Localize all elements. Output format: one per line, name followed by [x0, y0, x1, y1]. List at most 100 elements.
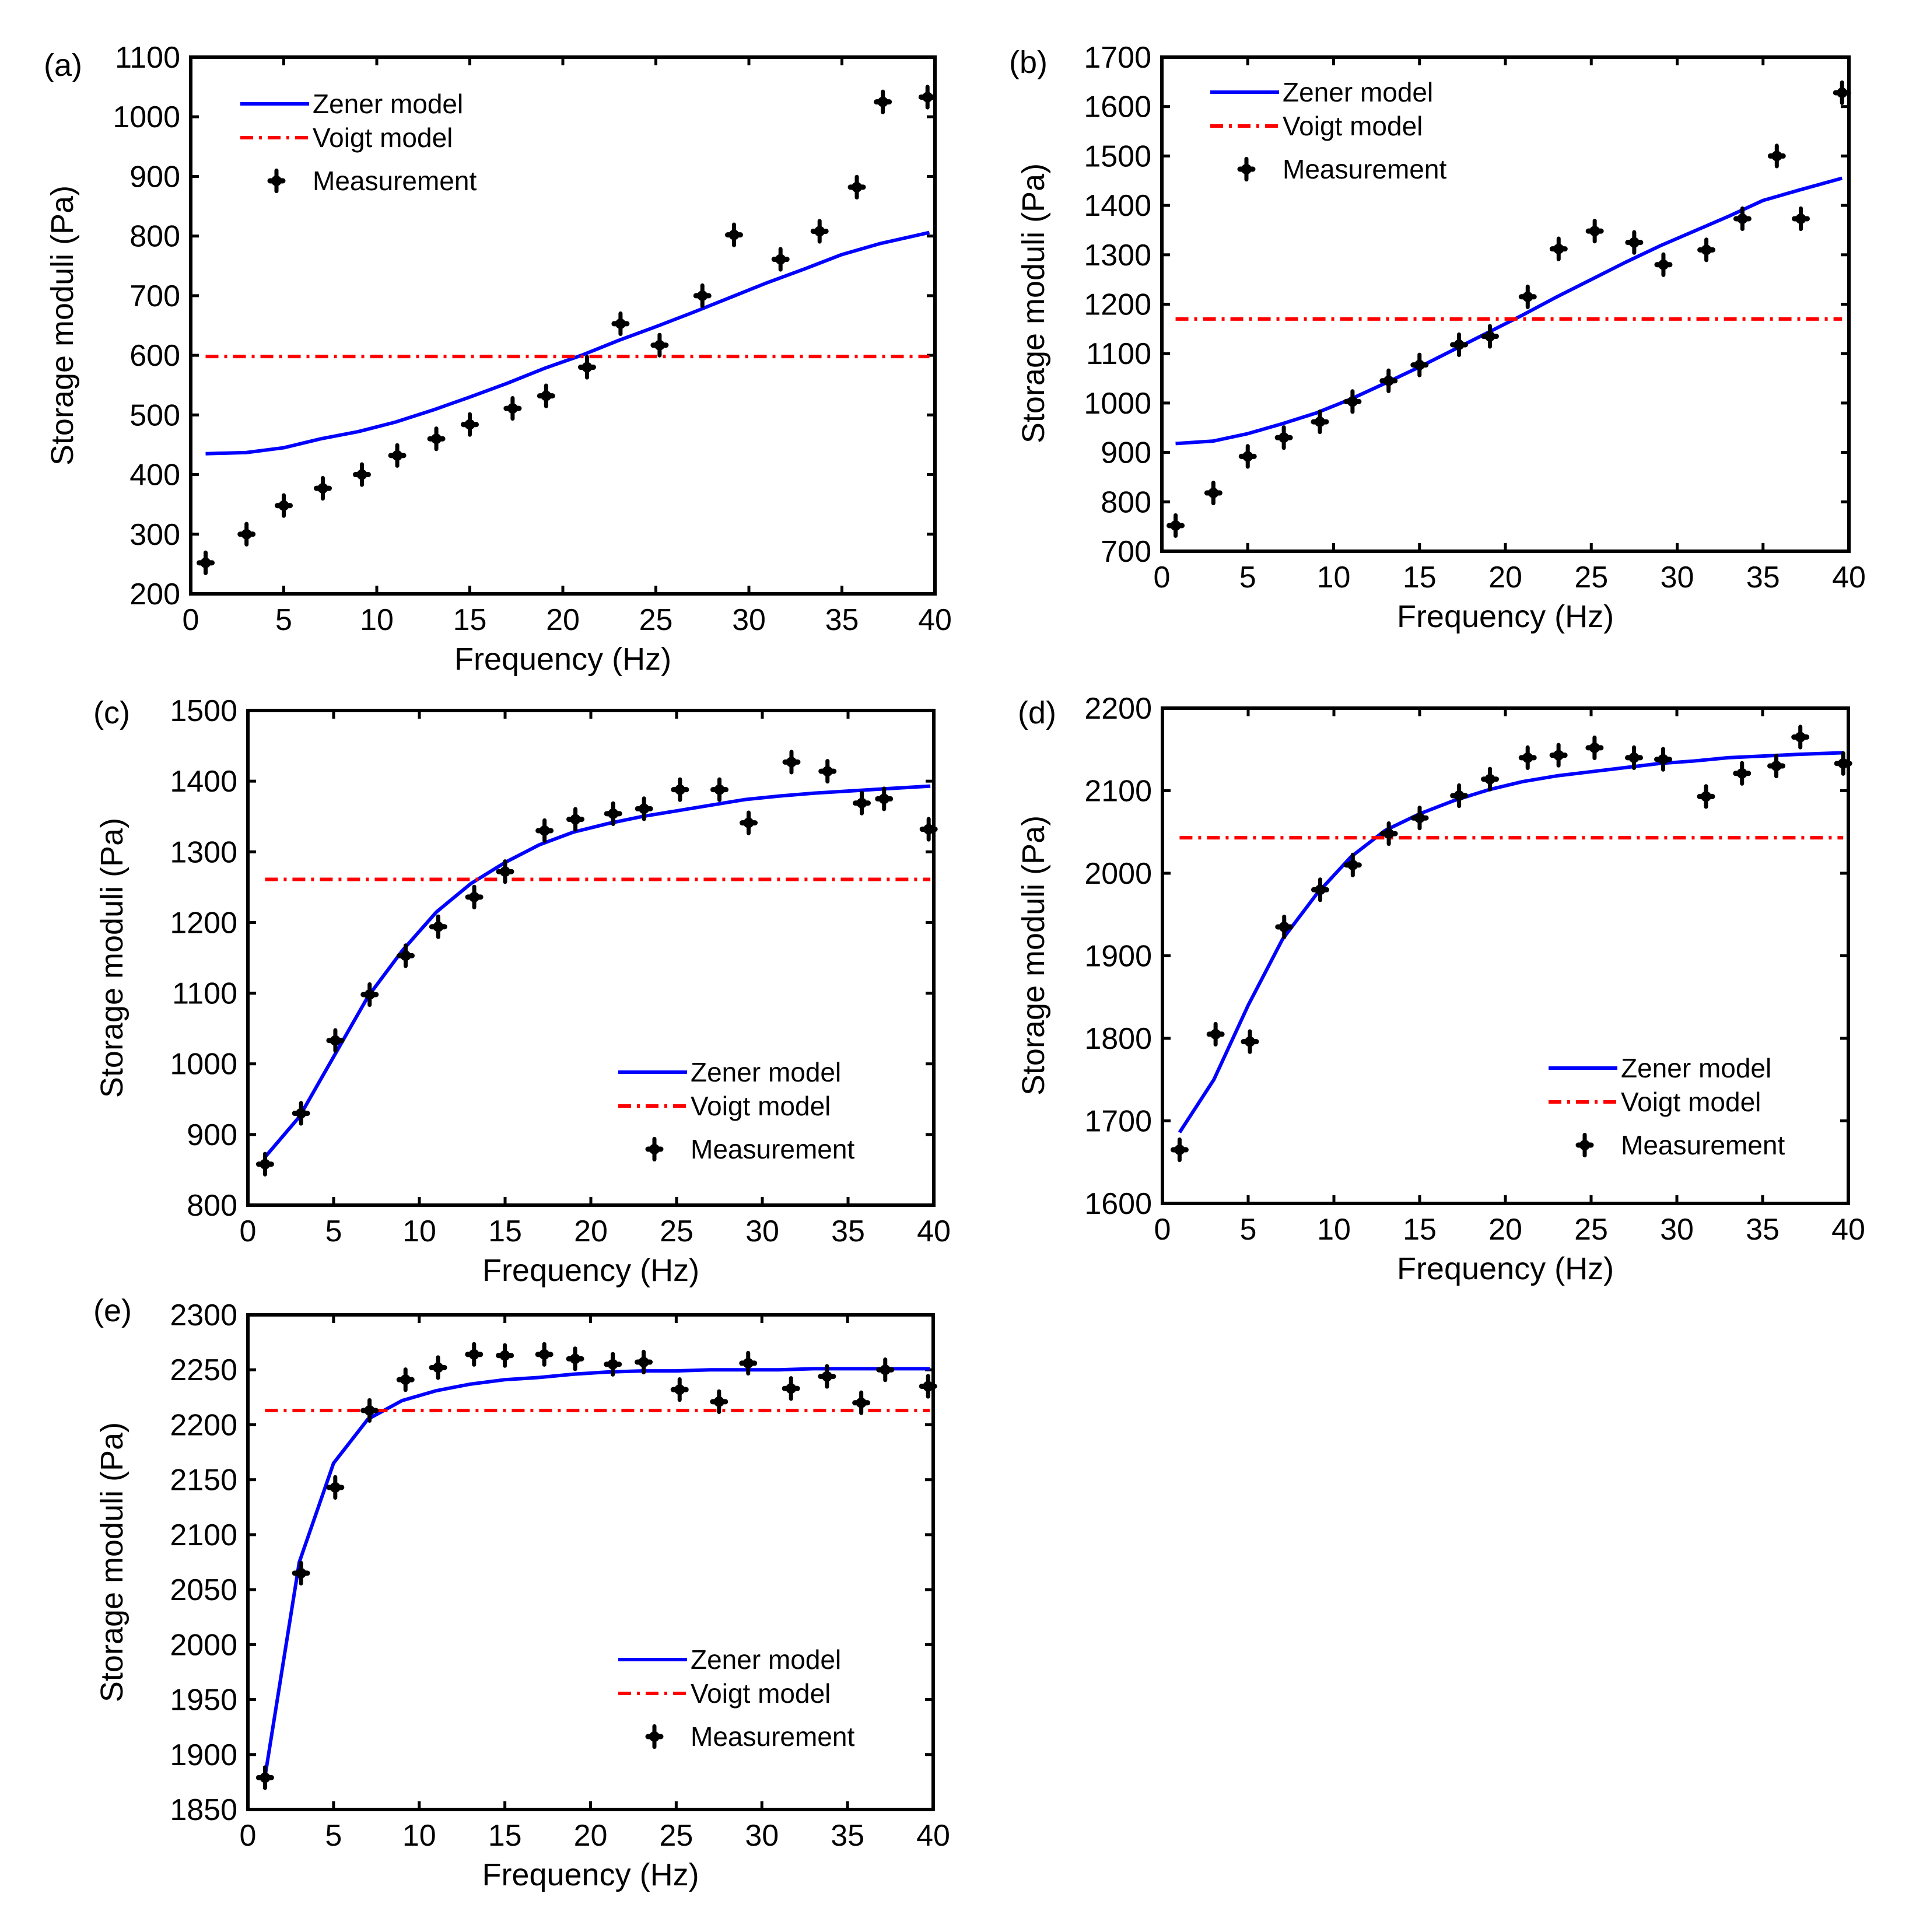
measurement-point	[1311, 877, 1329, 902]
measurement-point	[396, 943, 415, 968]
measurement-point	[604, 1352, 622, 1377]
measurement-point	[919, 817, 938, 842]
x-tick-label: 15	[1403, 561, 1437, 594]
x-tick-label: 30	[732, 603, 766, 637]
measurement-point	[1343, 852, 1362, 877]
measurement-point	[635, 796, 653, 821]
measurement-point	[1833, 80, 1851, 106]
measurement-point	[1767, 753, 1786, 779]
measurement-point	[1311, 409, 1329, 435]
y-tick-label: 2200	[1084, 692, 1152, 726]
x-tick-label: 35	[1746, 1213, 1780, 1247]
y-tick-label: 1200	[170, 906, 237, 940]
measurement-point	[1480, 324, 1499, 349]
measurement-point	[710, 777, 728, 802]
x-tick-label: 20	[574, 1819, 608, 1853]
y-tick-label: 700	[1101, 535, 1151, 569]
plot-frame	[246, 709, 936, 1207]
legend-measurement-label: Measurement	[691, 1134, 854, 1164]
measurement-point	[429, 1355, 447, 1380]
y-tick-label: 800	[129, 220, 180, 254]
x-tick-label: 20	[1488, 561, 1522, 594]
measurement-point	[919, 1374, 937, 1399]
legend-measurement-marker	[645, 1724, 664, 1749]
measurement-point	[360, 1398, 379, 1423]
measurement-point	[1275, 914, 1294, 940]
x-axis-label: Frequency (Hz)	[1397, 1251, 1614, 1286]
legend-voigt-label: Voigt model	[1621, 1087, 1761, 1117]
y-tick-label: 1950	[170, 1684, 237, 1717]
measurement-point	[1585, 735, 1604, 761]
measurement-point	[876, 1357, 895, 1382]
y-tick-label: 1900	[1084, 940, 1152, 974]
x-tick-label: 35	[825, 603, 859, 637]
legend-measurement-label: Measurement	[1621, 1130, 1785, 1160]
measurement-point	[710, 1389, 728, 1414]
y-tick-label: 1200	[1084, 288, 1151, 322]
y-tick-label: 600	[129, 339, 180, 373]
measurement-point	[197, 550, 215, 575]
y-axis-label: Storage moduli (Pa)	[1016, 816, 1051, 1096]
measurement-point	[496, 859, 514, 884]
y-tick-label: 300	[129, 518, 180, 552]
y-tick-label: 2000	[170, 1628, 237, 1662]
y-tick-label: 1400	[170, 765, 237, 799]
panel-label: (b)	[1009, 45, 1048, 80]
measurement-point	[670, 1377, 689, 1402]
x-tick-label: 40	[917, 1214, 951, 1248]
y-tick-label: 1500	[1084, 139, 1151, 173]
measurement-point	[1654, 747, 1672, 772]
y-tick-label: 1100	[115, 41, 180, 75]
measurement-point	[1450, 783, 1469, 808]
measurement-point	[255, 1765, 274, 1790]
measurement-series	[1170, 724, 1852, 1163]
plot-frame	[1160, 55, 1851, 553]
x-tick-label: 5	[275, 603, 292, 637]
legend-measurement-marker	[1575, 1132, 1594, 1158]
panel-label: (e)	[93, 1293, 132, 1328]
legend-measurement-label: Measurement	[1283, 154, 1446, 184]
y-tick-label: 1600	[1084, 90, 1151, 124]
measurement-point	[313, 475, 332, 501]
x-tick-label: 40	[1832, 561, 1866, 594]
legend-voigt-label: Voigt model	[313, 123, 453, 153]
measurement-series	[255, 750, 938, 1177]
x-tick-label: 30	[1660, 1213, 1694, 1247]
x-tick-label: 25	[639, 603, 673, 637]
measurement-series	[197, 85, 937, 575]
x-tick-label: 35	[831, 1214, 865, 1248]
x-tick-label: 30	[1661, 561, 1694, 594]
measurement-point	[1379, 821, 1398, 846]
measurement-point	[818, 759, 837, 784]
y-tick-label: 1800	[1084, 1022, 1152, 1056]
measurement-point	[1549, 743, 1568, 768]
legend-measurement-marker	[645, 1136, 664, 1162]
legend-voigt-label: Voigt model	[1283, 111, 1423, 141]
measurement-point	[782, 750, 801, 775]
y-tick-label: 1850	[170, 1793, 237, 1827]
measurement-point	[1410, 806, 1429, 831]
x-tick-label: 5	[1239, 561, 1256, 594]
measurement-point	[577, 355, 596, 380]
x-tick-label: 5	[325, 1819, 342, 1853]
x-axis-label: Frequency (Hz)	[482, 1253, 699, 1288]
measurement-point	[1238, 444, 1257, 469]
measurement-point	[1518, 745, 1537, 770]
x-axis-label: Frequency (Hz)	[482, 1857, 699, 1892]
measurement-point	[1654, 252, 1673, 277]
legend-voigt-label: Voigt model	[691, 1091, 831, 1121]
x-tick-label: 0	[240, 1214, 257, 1248]
y-tick-label: 1100	[1086, 337, 1151, 371]
x-axis-label: Frequency (Hz)	[454, 642, 671, 677]
measurement-point	[1241, 1029, 1259, 1054]
x-axis-label: Frequency (Hz)	[1397, 599, 1614, 634]
y-tick-label: 1100	[172, 977, 237, 1011]
measurement-point	[611, 311, 630, 337]
measurement-point	[1518, 284, 1537, 309]
y-tick-label: 900	[187, 1118, 237, 1152]
x-tick-label: 20	[546, 603, 580, 637]
measurement-point	[782, 1376, 800, 1401]
y-tick-label: 1900	[170, 1738, 237, 1772]
y-tick-label: 1000	[170, 1048, 237, 1082]
measurement-point	[1697, 784, 1715, 809]
